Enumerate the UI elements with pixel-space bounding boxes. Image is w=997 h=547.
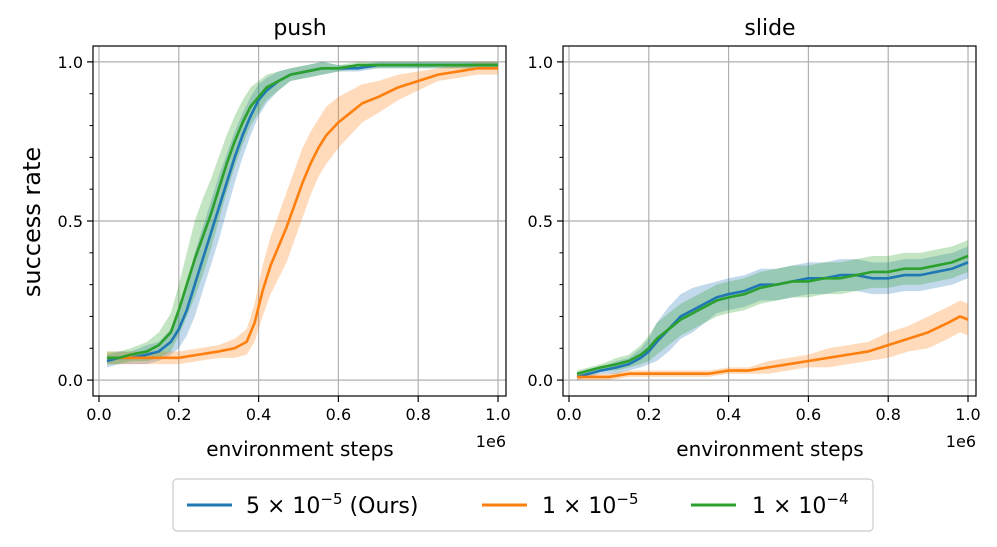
line-layer [576, 254, 969, 379]
band-layer [106, 61, 499, 368]
tick-layer: 0.0 0.2 0.4 0.6 0.8 1.0 0.0 0.5 1.0 [58, 53, 511, 424]
x-tick-label: 0.8 [875, 405, 900, 424]
y-axis-label: success rate [18, 147, 46, 297]
panel-title: slide [744, 16, 795, 41]
grid-layer [563, 46, 976, 396]
y-tick-label: 0.0 [528, 371, 553, 390]
legend-entry: 1 × 10−4 [691, 490, 849, 519]
confidence-band [576, 240, 969, 377]
legend-entry: 1 × 10−5 [482, 490, 639, 519]
x-tick-label: 0.6 [796, 405, 821, 424]
x-offset-label: 1e6 [946, 432, 976, 451]
series-line [576, 254, 969, 375]
legend-label: 5 × 10−5 (Ours) [246, 490, 418, 519]
panel-title: push [273, 16, 326, 41]
x-tick-label: 0.8 [405, 405, 430, 424]
series-line [576, 261, 969, 379]
legend: 5 × 10−5 (Ours) 1 × 10−5 1 × 10−4 [172, 478, 874, 532]
x-tick-label: 0.0 [556, 405, 581, 424]
legend-entry: 5 × 10−5 (Ours) [187, 490, 418, 519]
confidence-band [576, 246, 969, 381]
line-layer [106, 63, 499, 363]
legend-label: 1 × 10−4 [752, 490, 849, 519]
y-tick-label: 0.5 [528, 212, 553, 231]
confidence-band [106, 61, 499, 365]
band-layer [576, 240, 969, 381]
y-tick-label: 1.0 [528, 53, 553, 72]
x-offset-label: 1e6 [476, 432, 506, 451]
x-tick-label: 0.6 [326, 405, 351, 424]
y-tick-label: 0.0 [58, 371, 83, 390]
confidence-band [576, 300, 969, 381]
x-tick-label: 0.4 [716, 405, 741, 424]
x-tick-label: 0.0 [86, 405, 111, 424]
x-tick-label: 0.2 [636, 405, 661, 424]
x-axis-label: environment steps [206, 437, 393, 461]
series-line [106, 66, 499, 360]
y-tick-label: 1.0 [58, 53, 83, 72]
x-tick-label: 0.4 [246, 405, 271, 424]
y-tick-label: 0.5 [58, 212, 83, 231]
slide-panel: slide 0.0 0.2 0.4 0.6 0.8 1.0 0.0 0.5 1.0 1e6 en… [528, 16, 981, 461]
x-axis-label: environment steps [676, 437, 863, 461]
x-tick-label: 1.0 [955, 405, 980, 424]
grid-layer [93, 46, 506, 396]
series-line [576, 315, 969, 379]
push-panel: push 0.0 0.2 0.4 0.6 0.8 1.0 0.0 0.5 1.0 1e6 env… [58, 16, 511, 461]
x-tick-label: 1.0 [485, 405, 510, 424]
x-tick-label: 0.2 [166, 405, 191, 424]
legend-label: 1 × 10−5 [542, 490, 639, 519]
series-line [106, 63, 499, 360]
tick-layer: 0.0 0.2 0.4 0.6 0.8 1.0 0.0 0.5 1.0 [528, 53, 981, 424]
